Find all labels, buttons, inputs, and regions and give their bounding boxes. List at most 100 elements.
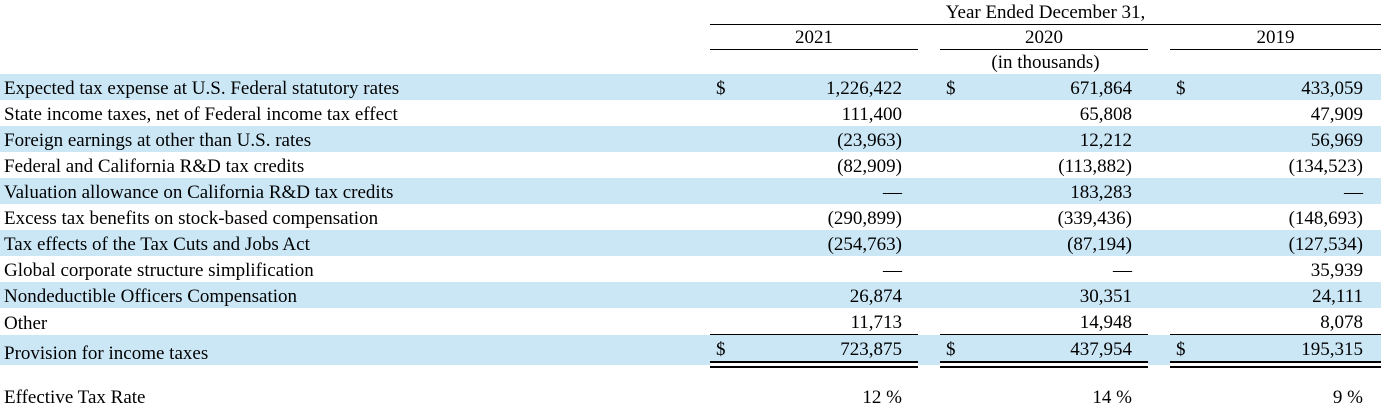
table-row: Foreign earnings at other than U.S. rate… [0,126,1381,152]
row-label: Excess tax benefits on stock-based compe… [4,208,379,230]
table-row: Global corporate structure simplificatio… [0,256,1381,282]
row-label: Effective Tax Rate [0,381,710,406]
currency-symbol [1170,152,1204,178]
column-gap [918,381,940,406]
currency-symbol [1170,178,1204,204]
spacer-row [0,365,1381,382]
header-spacer [0,0,710,25]
column-gap [918,204,940,230]
currency-symbol [940,282,974,308]
currency-symbol [940,100,974,126]
value-2021: 11,713 [744,308,918,335]
value-2020: (113,882) [1058,156,1132,178]
row-label: Foreign earnings at other than U.S. rate… [0,126,710,152]
currency-symbol: $ [940,334,974,368]
value-2020: (87,194) [974,230,1148,256]
column-gap [918,334,940,365]
currency-symbol [1170,204,1204,230]
currency-symbol: $ [1170,334,1204,368]
value-2020: 183,283 [974,178,1148,204]
spacer [0,365,1381,382]
column-gap [1148,152,1170,178]
header-years-row: 2021 2020 2019 [0,24,1381,50]
table-row: Other 11,713 14,948 8,078 [0,308,1381,335]
column-gap [1148,178,1170,204]
currency-symbol [1170,256,1204,282]
value-2019: 24,111 [1204,282,1381,308]
row-label: Federal and California R&D tax credits [4,156,305,178]
currency-symbol: $ [1170,74,1204,100]
year-2019-header: 2019 [1170,24,1381,50]
currency-symbol [940,256,974,282]
currency-symbol [940,381,974,406]
column-gap [918,178,940,204]
currency-symbol [940,204,974,230]
column-gap [918,256,940,282]
value-2019: 9 % [1204,381,1381,406]
value-2019: (134,523) [1288,156,1363,178]
value-2019: 47,909 [1310,104,1363,126]
column-gap [1148,204,1170,230]
table-row: State income taxes, net of Federal incom… [0,100,1381,126]
effective-tax-rate-row: Effective Tax Rate 12 % 14 % 9 % [0,381,1381,406]
value-2019: 35,939 [1310,260,1363,282]
column-gap [918,74,940,100]
value-2020: 30,351 [974,282,1148,308]
value-2021: — [883,260,902,282]
year-2020-header: 2020 [940,24,1148,50]
row-label: Nondeductible Officers Compensation [0,282,710,308]
currency-symbol [940,308,974,335]
value-2019: — [1204,178,1381,204]
currency-symbol: $ [710,74,744,100]
column-gap [918,282,940,308]
value-2021: (254,763) [744,230,918,256]
column-gap [918,126,940,152]
currency-symbol [710,100,744,126]
header-title-row: Year Ended December 31, [0,0,1381,25]
currency-symbol [710,126,744,152]
column-gap [1148,126,1170,152]
value-2021: — [744,178,918,204]
currency-symbol: $ [710,334,744,368]
column-gap [918,152,940,178]
currency-symbol [710,178,744,204]
row-label: State income taxes, net of Federal incom… [4,104,398,126]
currency-symbol [1170,126,1204,152]
currency-symbol [940,126,974,152]
table-row-total: Provision for income taxes $ 723,875 $ 4… [0,334,1381,368]
currency-symbol [1170,230,1204,256]
value-2020: 14 % [974,381,1148,406]
currency-symbol [940,152,974,178]
value-2021: (290,899) [827,208,902,230]
currency-symbol [1170,282,1204,308]
value-2020: 65,808 [1079,104,1132,126]
column-gap [1148,74,1170,100]
table-row: Expected tax expense at U.S. Federal sta… [0,74,1381,100]
column-gap [1148,25,1170,50]
column-gap [918,100,940,126]
column-gap [918,230,940,256]
units-note: (in thousands) [991,52,1100,74]
currency-symbol [1170,308,1204,335]
currency-symbol [940,178,974,204]
table-row: Tax effects of the Tax Cuts and Jobs Act… [0,230,1381,256]
row-label: Provision for income taxes [0,334,710,365]
header-spacer [0,25,710,50]
value-2021: (82,909) [837,156,902,178]
column-gap [1148,308,1170,335]
column-gap [918,25,940,50]
table-row: Federal and California R&D tax credits (… [0,152,1381,178]
value-2020: — [1113,260,1132,282]
row-label: Global corporate structure simplificatio… [4,260,314,282]
column-gap [1148,282,1170,308]
currency-symbol [710,381,744,406]
value-2019: 195,315 [1204,334,1381,368]
value-2019: 56,969 [1204,126,1381,152]
value-2019: 433,059 [1204,74,1381,100]
table-row: Valuation allowance on California R&D ta… [0,178,1381,204]
value-2019: (148,693) [1288,208,1363,230]
value-2021: (23,963) [744,126,918,152]
currency-symbol [710,230,744,256]
value-2020: 437,954 [974,334,1148,368]
